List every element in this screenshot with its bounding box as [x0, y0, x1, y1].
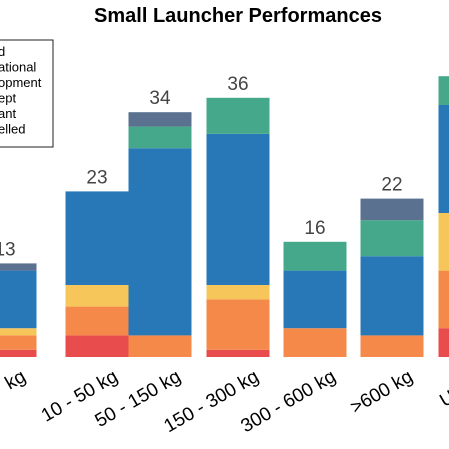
bar-total-label: 22: [381, 175, 402, 196]
legend-entry: ant: [0, 106, 16, 121]
bar-segment: [438, 270, 449, 329]
bar-total-label: 16: [304, 218, 325, 239]
legend-entry: elled: [0, 122, 25, 137]
bar-segment: [438, 76, 449, 105]
bar-segment: [128, 335, 192, 357]
bar-segment: [360, 335, 424, 357]
bar-segment: [206, 299, 270, 350]
bar-total-label: 23: [86, 167, 107, 188]
legend-entry: ational: [0, 60, 36, 75]
bar-segment: [438, 105, 449, 213]
x-tick-label: kg: [2, 366, 30, 394]
legend-entry: d: [0, 44, 5, 59]
bar-segment: [283, 328, 347, 357]
bar-segment: [128, 126, 192, 149]
bar-segment: [206, 349, 270, 357]
bar-segment: [0, 270, 37, 329]
bar-segment: [65, 335, 129, 357]
bar-segment: [65, 306, 129, 336]
chart-title: Small Launcher Performances: [94, 5, 382, 27]
bar-segment: [206, 97, 270, 134]
bar-segment: [206, 133, 270, 285]
totals-group: 13 23 34 36 16 22: [0, 74, 403, 261]
bar-segment: [438, 328, 449, 357]
legend-box: [0, 39, 54, 148]
bar-total-label: 34: [149, 88, 171, 109]
bar-segment: [128, 148, 192, 336]
bar-segment: [438, 213, 449, 271]
legend-entry: opment: [0, 75, 42, 90]
bar-segment: [0, 335, 37, 350]
bar-segment: [0, 263, 37, 271]
bar-segment: [283, 270, 347, 329]
bar-segment: [65, 285, 129, 307]
bar-total-label: 13: [0, 239, 16, 260]
x-tick-label: Unkno: [436, 366, 449, 412]
bar-total-label: 36: [227, 74, 248, 95]
bars-group: [0, 76, 449, 357]
bar-segment: [360, 220, 424, 257]
bar-segment: [360, 198, 424, 221]
bar-segment: [0, 349, 37, 357]
x-tick-label: >600 kg: [347, 366, 417, 418]
bar-segment: [128, 112, 192, 127]
legend-entry: ept: [0, 91, 16, 106]
bar-segment: [283, 241, 347, 271]
bar-segment: [65, 191, 129, 285]
bar-segment: [206, 285, 270, 300]
bar-segment: [0, 328, 37, 336]
bar-segment: [360, 256, 424, 336]
